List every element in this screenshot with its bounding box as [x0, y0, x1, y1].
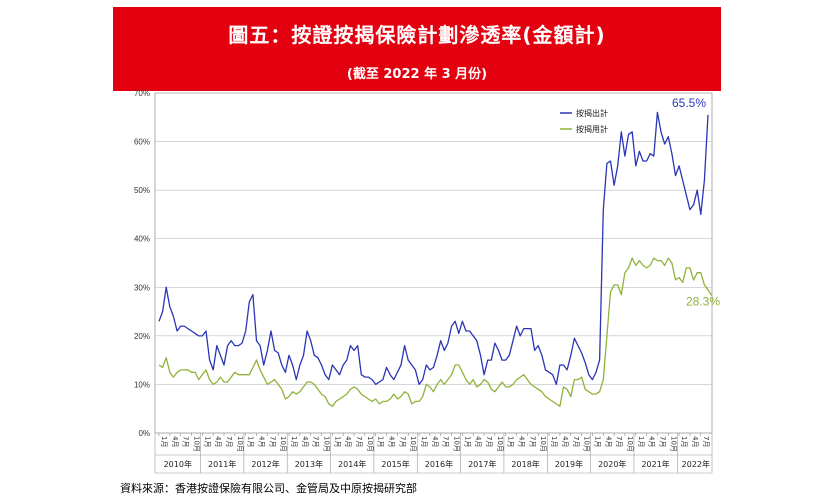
x-tick-label: 4月	[171, 436, 179, 447]
year-label: 2022年	[682, 459, 710, 469]
x-tick-label: 10月	[236, 436, 244, 452]
chart-title: 圖五：按證按揭保險計劃滲透率(金額計)	[228, 23, 606, 47]
y-tick-label: 70%	[134, 89, 150, 98]
chart-subtitle: (截至 2022 年 3 月份)	[346, 67, 488, 82]
y-tick-label: 50%	[134, 186, 150, 195]
year-label: 2020年	[598, 459, 626, 469]
x-tick-label: 7月	[182, 436, 190, 447]
y-tick-label: 60%	[134, 138, 150, 147]
end-label-new-home: 65.5%	[672, 96, 706, 110]
x-tick-label: 1月	[290, 436, 298, 447]
legend-label: 按揭用計	[576, 124, 608, 134]
x-tick-label: 10月	[496, 436, 504, 452]
x-tick-label: 1月	[333, 436, 341, 447]
x-tick-label: 4月	[648, 436, 656, 447]
x-tick-label: 4月	[518, 436, 526, 447]
x-tick-label: 1月	[507, 436, 515, 447]
x-tick-label: 7月	[225, 436, 233, 447]
x-tick-label: 10月	[193, 436, 201, 452]
x-tick-label: 10月	[366, 436, 374, 452]
year-label: 2019年	[555, 459, 583, 469]
y-tick-label: 30%	[134, 283, 150, 292]
plot-frame	[154, 92, 713, 434]
x-tick-label: 10月	[583, 436, 591, 452]
x-tick-label: 4月	[388, 436, 396, 447]
x-tick-label: 1月	[420, 436, 428, 447]
x-tick-label: 7月	[528, 436, 536, 447]
x-tick-label: 7月	[268, 436, 276, 447]
x-tick-label: 10月	[453, 436, 461, 452]
y-tick-label: 10%	[134, 380, 150, 389]
x-tick-label: 7月	[572, 436, 580, 447]
year-label: 2016年	[425, 459, 453, 469]
y-tick-label: 0%	[138, 429, 150, 438]
year-label: 2012年	[251, 459, 279, 469]
x-tick-label: 1月	[593, 436, 601, 447]
year-label: 2018年	[511, 459, 539, 469]
x-tick-label: 7月	[442, 436, 450, 447]
x-tick-label: 1月	[463, 436, 471, 447]
x-tick-label: 10月	[279, 436, 287, 452]
x-tick-label: 4月	[214, 436, 222, 447]
year-label: 2015年	[381, 459, 409, 469]
x-tick-label: 1月	[247, 436, 255, 447]
x-tick-label: 10月	[539, 436, 547, 452]
source-note: 資料來源：香港按證保險有限公司、金管局及中原按揭研究部	[120, 482, 417, 495]
year-label: 2010年	[164, 459, 192, 469]
series-line-new-home	[158, 111, 709, 386]
year-label: 2011年	[208, 459, 236, 469]
legend-label: 按揭出計	[576, 108, 608, 118]
year-label: 2017年	[468, 459, 496, 469]
y-tick-label: 20%	[134, 332, 150, 341]
x-tick-label: 1月	[377, 436, 385, 447]
x-tick-label: 1月	[550, 436, 558, 447]
x-tick-label: 10月	[626, 436, 634, 452]
x-tick-label: 10月	[323, 436, 331, 452]
x-tick-label: 10月	[669, 436, 677, 452]
x-tick-label: 7月	[615, 436, 623, 447]
x-tick-label: 1月	[637, 436, 645, 447]
x-tick-label: 7月	[702, 436, 710, 447]
x-tick-label: 4月	[561, 436, 569, 447]
year-label: 2021年	[641, 459, 669, 469]
x-tick-label: 10月	[409, 436, 417, 452]
series-line-used-home	[158, 257, 713, 407]
x-tick-label: 4月	[604, 436, 612, 447]
x-tick-label: 4月	[301, 436, 309, 447]
x-tick-label: 4月	[474, 436, 482, 447]
x-tick-label: 7月	[658, 436, 666, 447]
x-tick-label: 1月	[203, 436, 211, 447]
x-tick-label: 1月	[160, 436, 168, 447]
year-label: 2014年	[338, 459, 366, 469]
x-tick-label: 7月	[312, 436, 320, 447]
end-label-used-home: 28.3%	[686, 295, 720, 309]
x-tick-label: 4月	[344, 436, 352, 447]
y-tick-label: 40%	[134, 235, 150, 244]
year-label: 2013年	[295, 459, 323, 469]
title-banner: 圖五：按證按揭保險計劃滲透率(金額計) (截至 2022 年 3 月份)	[113, 7, 721, 91]
x-tick-label: 7月	[398, 436, 406, 447]
x-tick-label: 4月	[691, 436, 699, 447]
x-tick-label: 7月	[485, 436, 493, 447]
x-tick-label: 4月	[258, 436, 266, 447]
x-tick-label: 4月	[431, 436, 439, 447]
x-tick-label: 1月	[680, 436, 688, 447]
x-tick-label: 7月	[355, 436, 363, 447]
